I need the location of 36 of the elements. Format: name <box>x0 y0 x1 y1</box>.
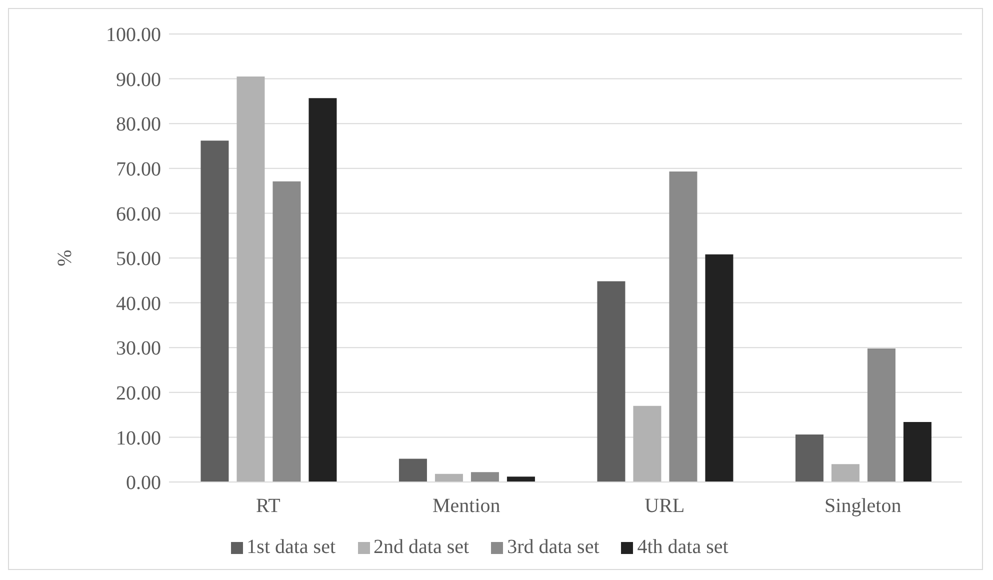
y-tick-label: 50.00 <box>116 248 161 270</box>
bar <box>434 474 463 482</box>
bar <box>506 476 535 482</box>
y-tick-label: 10.00 <box>116 427 161 450</box>
bar <box>236 76 265 482</box>
bar <box>470 472 499 482</box>
bar <box>597 281 626 482</box>
bar <box>272 181 301 482</box>
x-tick-label: URL <box>644 495 685 518</box>
x-tick-label: Mention <box>432 495 500 518</box>
y-axis-title: % <box>54 250 76 266</box>
y-tick-label: 100.00 <box>106 24 161 46</box>
x-tick-label: Singleton <box>824 495 902 518</box>
bar <box>633 406 662 482</box>
bar <box>903 422 932 482</box>
y-tick-label: 0.00 <box>126 472 161 494</box>
bar <box>795 434 824 482</box>
y-tick-label: 40.00 <box>116 292 161 315</box>
bar <box>308 98 337 482</box>
bar <box>867 348 896 482</box>
y-tick-label: 80.00 <box>116 114 161 136</box>
y-tick-label: 70.00 <box>116 158 161 180</box>
legend-label: 1st data set <box>246 536 336 558</box>
legend-label: 2nd data set <box>374 536 470 558</box>
legend-label: 4th data set <box>637 536 728 558</box>
bar <box>705 254 734 482</box>
y-tick-label: 90.00 <box>116 68 161 91</box>
y-tick-label: 30.00 <box>116 338 161 360</box>
x-tick-label: RT <box>256 495 280 518</box>
bar <box>669 172 698 482</box>
legend-label: 3rd data set <box>507 536 600 558</box>
bar <box>200 140 229 482</box>
y-tick-label: 60.00 <box>116 203 161 226</box>
bar <box>398 458 427 482</box>
bar <box>831 464 860 482</box>
y-tick-label: 20.00 <box>116 382 161 404</box>
